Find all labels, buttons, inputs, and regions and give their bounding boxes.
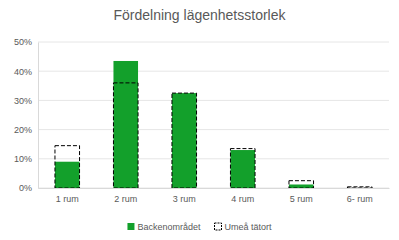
x-tick-label: 3 rum [173,194,196,204]
bar [289,181,314,188]
x-tick-label: 6- rum [347,194,373,204]
y-axis-line [38,43,39,189]
y-tick-label: 0% [19,183,32,193]
bar [230,150,255,188]
x-axis-line [39,188,390,189]
grid-line [38,71,389,72]
bar [347,188,372,189]
bar [172,93,197,188]
bar [230,149,255,188]
y-tick: 20% [14,125,38,135]
x-tick: 4 rum [231,194,254,204]
x-tick: 6- rum [347,194,373,204]
bar [347,187,372,188]
legend-swatch [215,223,222,230]
title: Fördelning lägenhetsstorlek [114,7,287,23]
grid-line [38,188,389,189]
y-tick-label: 50% [14,37,32,47]
x-tick-label: 5 rum [290,194,313,204]
y-tick-label: 20% [14,125,32,135]
legend-swatch [127,223,134,230]
series [55,61,314,188]
bar [113,83,138,188]
y-axis: 0% 10% 20% 30% 40% 50% [14,37,39,193]
grid-line [38,100,389,101]
x-tick-label: 1 rum [56,194,79,204]
series [55,83,372,188]
x-axis: 1 rum 2 rum 3 rum 4 rum 5 rum 6- rum [39,189,390,205]
y-tick: 0% [19,183,38,193]
legend: Backenområdet Umeå tätort [127,222,272,232]
bar [172,93,197,188]
x-tick: 3 rum [173,194,196,204]
x-tick: 2 rum [114,194,137,204]
legend-item: Umeå tätort [215,222,273,232]
chart: Fördelning lägenhetsstorlek 0% 10% 20% 30% 40… [0,0,399,240]
legend-label: Backenområdet [137,222,201,232]
legend-label: Umeå tätort [225,222,273,232]
x-tick-label: 2 rum [114,194,137,204]
x-tick-label: 4 rum [231,194,254,204]
y-tick: 40% [14,67,38,77]
y-tick-label: 40% [14,67,32,77]
plot: 0% 10% 20% 30% 40% 50% 1 rum 2 rum 3 rum 4 rum 5 r… [14,37,390,204]
grid-line [38,158,389,159]
bar [55,162,80,188]
y-tick-label: 10% [14,154,32,164]
grid-line [38,42,389,43]
y-tick: 30% [14,96,38,106]
grid-line [38,129,389,130]
grid [38,42,389,188]
legend-item: Backenområdet [127,222,201,232]
y-tick: 50% [14,37,38,47]
bar [55,146,80,188]
bar [113,61,138,188]
x-tick: 1 rum [56,194,79,204]
y-tick: 10% [14,154,38,164]
bars [55,61,372,188]
x-tick: 5 rum [290,194,313,204]
y-tick-label: 30% [14,96,32,106]
bar [289,184,314,188]
